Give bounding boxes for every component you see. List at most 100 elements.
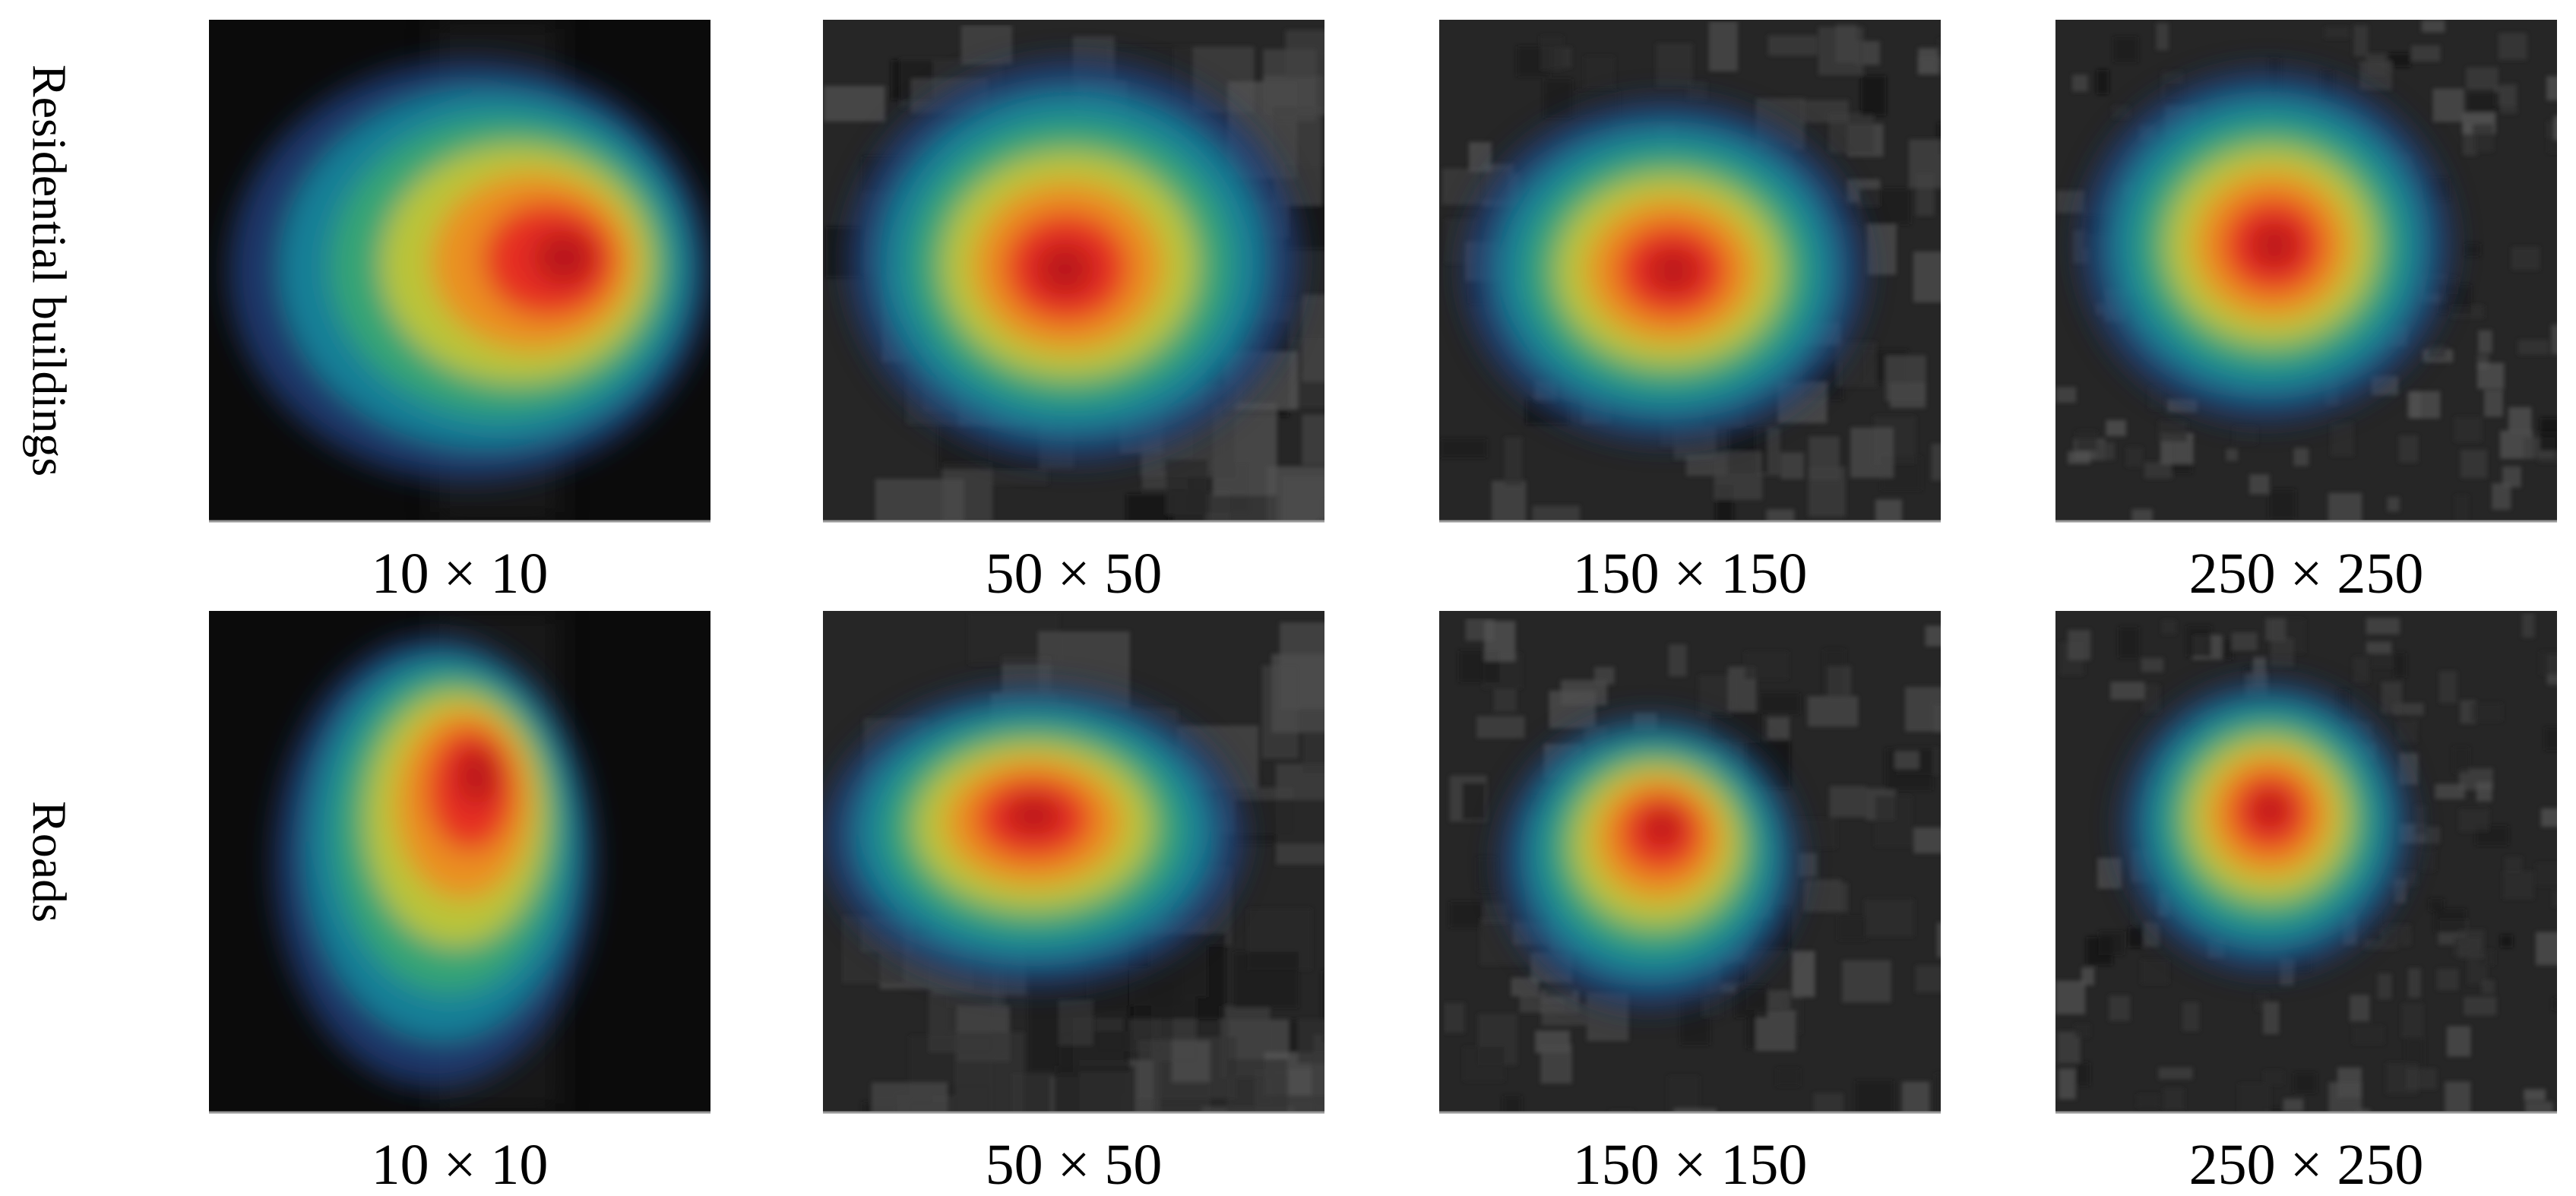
texture-patch <box>2472 124 2494 152</box>
texture-patch <box>1708 21 1738 71</box>
texture-patch <box>2125 447 2143 467</box>
texture-patch <box>1282 476 1324 521</box>
texture-patch <box>1302 294 1324 382</box>
texture-patch <box>2232 632 2258 651</box>
texture-patch <box>2484 389 2503 417</box>
texture-patch <box>1766 509 1795 521</box>
heat <box>2081 70 2452 421</box>
texture-patch <box>2081 967 2095 986</box>
texture-patch <box>1503 1096 1522 1112</box>
texture-patch <box>1271 653 1324 733</box>
texture-patch <box>2544 727 2557 751</box>
texture-patch <box>2163 1088 2185 1110</box>
heat-layer <box>457 746 499 805</box>
texture-patch <box>1894 751 1919 770</box>
texture-patch <box>1714 451 1763 500</box>
texture-patch <box>2161 620 2176 634</box>
heat-layer <box>1036 242 1095 296</box>
texture-patch <box>2498 33 2527 60</box>
texture-patch <box>2182 1002 2200 1031</box>
texture-patch <box>1673 1109 1717 1112</box>
heatmap-panel <box>1439 611 1941 1114</box>
texture-patch <box>2453 747 2470 774</box>
texture-patch <box>2435 783 2465 799</box>
texture-patch <box>1938 38 1941 67</box>
texture-patch <box>2293 448 2309 467</box>
texture-patch <box>1321 498 1324 521</box>
texture-patch <box>2481 979 2495 995</box>
texture-patch <box>875 479 964 521</box>
texture-patch <box>2158 420 2188 442</box>
texture-patch <box>1842 960 1891 1003</box>
texture-patch <box>1549 691 1596 729</box>
texture-patch <box>2055 190 2085 214</box>
texture-patch <box>1935 1073 1941 1112</box>
texture-patch <box>2552 998 2557 1011</box>
texture-patch <box>2366 618 2400 634</box>
texture-patch <box>1850 427 1894 478</box>
texture-patch <box>2434 909 2467 933</box>
texture-patch <box>1462 783 1486 820</box>
texture-patch <box>2540 651 2557 675</box>
heat <box>229 59 710 482</box>
texture-patch <box>2466 67 2498 90</box>
texture-patch <box>1317 518 1324 521</box>
texture-patch <box>2517 340 2549 355</box>
texture-patch <box>2522 612 2535 638</box>
heat-layer <box>2250 222 2299 269</box>
texture-patch <box>1668 1076 1699 1112</box>
texture-patch <box>2097 69 2109 95</box>
texture-patch <box>2112 106 2130 119</box>
texture-patch <box>1875 499 1903 521</box>
texture-patch <box>2097 858 2122 889</box>
texture-patch <box>1484 621 1516 662</box>
texture-patch <box>2525 1101 2553 1112</box>
texture-patch <box>1866 224 1897 275</box>
texture-patch <box>1801 100 1849 123</box>
texture-patch <box>2055 980 2086 1014</box>
texture-patch <box>1449 901 1483 928</box>
texture-patch <box>2385 924 2411 946</box>
panel-content <box>209 20 710 521</box>
texture-patch <box>2396 720 2417 743</box>
texture-patch <box>1813 1093 1843 1112</box>
heatmap-panel <box>2055 20 2557 523</box>
heatmap-panel <box>1439 20 1941 523</box>
texture-patch <box>2388 53 2411 68</box>
texture-patch <box>2331 422 2354 457</box>
texture-patch <box>2158 1067 2193 1080</box>
texture-patch <box>2226 448 2238 461</box>
texture-patch <box>2086 937 2113 966</box>
texture-patch <box>1312 1055 1324 1112</box>
texture-patch <box>2454 416 2482 442</box>
texture-patch <box>1540 1043 1572 1084</box>
texture-patch <box>2118 627 2139 658</box>
texture-patch <box>1933 704 1941 732</box>
texture-patch <box>1532 505 1581 521</box>
texture-patch <box>2265 618 2286 641</box>
panel-content <box>823 20 1324 521</box>
texture-patch <box>2353 25 2369 57</box>
texture-patch <box>2110 682 2145 700</box>
texture-patch <box>1798 853 1818 877</box>
caption: 50 × 50 <box>986 542 1163 606</box>
caption: 10 × 10 <box>372 542 549 606</box>
texture-patch <box>1913 252 1941 302</box>
texture-patch <box>1776 1068 1800 1087</box>
texture-patch <box>2328 492 2362 521</box>
texture-patch <box>2458 808 2489 832</box>
texture-patch <box>1829 786 1866 818</box>
texture-patch <box>1594 666 1615 685</box>
texture-patch <box>2142 685 2160 713</box>
texture-patch <box>2406 1068 2437 1090</box>
texture-patch <box>2505 856 2522 873</box>
texture-patch <box>1233 799 1324 844</box>
caption: 50 × 50 <box>986 1133 1163 1196</box>
texture-patch <box>2492 483 2511 510</box>
texture-patch <box>1802 883 1848 913</box>
texture-patch <box>1468 142 1492 172</box>
texture-patch <box>1494 688 1517 712</box>
texture-patch <box>1584 56 1615 89</box>
texture-patch <box>2524 1089 2546 1101</box>
texture-patch <box>1441 168 1486 205</box>
